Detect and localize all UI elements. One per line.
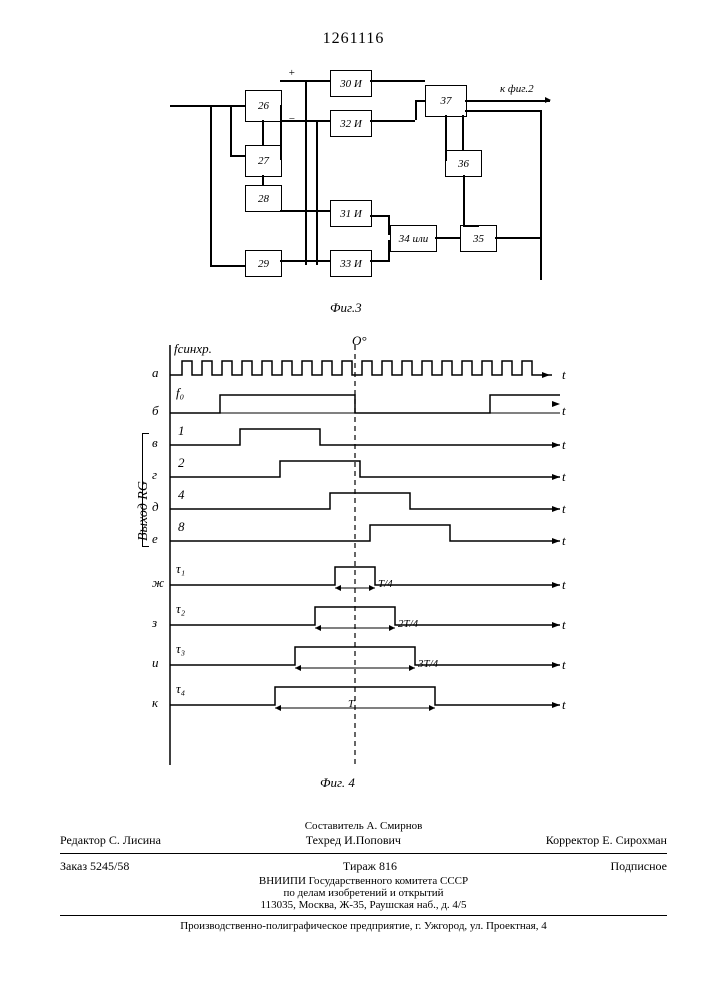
sig-t4: τ₄ bbox=[176, 681, 185, 697]
t-label-0: t bbox=[562, 367, 566, 383]
row-key-ж: ж bbox=[152, 575, 164, 591]
tirazh: Тираж 816 bbox=[343, 859, 397, 874]
sig-1: 1 bbox=[178, 423, 185, 439]
block-30И: 30 И bbox=[330, 70, 372, 97]
t-label-8: t bbox=[562, 657, 566, 673]
block-36: 36 bbox=[445, 150, 482, 177]
block-29: 29 bbox=[245, 250, 282, 277]
sync-label: fсинхр. bbox=[174, 341, 212, 357]
sig-t2: τ₂ bbox=[176, 601, 185, 617]
sig-f0: f₀ bbox=[176, 385, 184, 401]
row-key-а: а bbox=[152, 365, 159, 381]
row-key-г: г bbox=[152, 467, 157, 483]
zero-label: O° bbox=[352, 333, 367, 349]
row-key-б: б bbox=[152, 403, 159, 419]
block-33И: 33 И bbox=[330, 250, 372, 277]
block-35: 35 bbox=[460, 225, 497, 252]
page: 1261116 2627282930 И32 И31 И33 И34 или35… bbox=[0, 0, 707, 1000]
fig4-caption: Фиг. 4 bbox=[320, 775, 355, 791]
t-label-2: t bbox=[562, 437, 566, 453]
t-label-3: t bbox=[562, 469, 566, 485]
sig-t3: τ₃ bbox=[176, 641, 185, 657]
row-key-д: д bbox=[152, 499, 159, 515]
row-key-е: е bbox=[152, 531, 158, 547]
sig-8: 8 bbox=[178, 519, 185, 535]
timing-svg bbox=[130, 345, 580, 785]
annot-t4a: T/4 bbox=[378, 578, 393, 590]
row-key-к: к bbox=[152, 695, 158, 711]
footer-block: Составитель А. Смирнов Редактор С. Лисин… bbox=[60, 820, 667, 932]
patent-number: 1261116 bbox=[0, 30, 707, 48]
corrector: Корректор Е. Сирохман bbox=[546, 833, 667, 848]
row-key-з: з bbox=[152, 615, 157, 631]
block-34или: 34 или bbox=[390, 225, 437, 252]
block-37: 37 bbox=[425, 85, 467, 117]
block-32И: 32 И bbox=[330, 110, 372, 137]
annot-t4c: 3T/4 bbox=[418, 658, 438, 670]
row-a bbox=[170, 361, 552, 378]
timing-diagram-fig4: fсинхр. O° абвгдежзик f₀ 1 2 4 8 τ₁ τ₂ τ… bbox=[130, 345, 580, 785]
sig-t1: τ₁ bbox=[176, 561, 185, 577]
t-label-5: t bbox=[562, 533, 566, 549]
block-31И: 31 И bbox=[330, 200, 372, 227]
sig-2: 2 bbox=[178, 455, 185, 471]
addr: 113035, Москва, Ж-35, Раушская наб., д. … bbox=[60, 899, 667, 911]
compiler: Составитель А. Смирнов bbox=[60, 820, 667, 832]
t-label-6: t bbox=[562, 577, 566, 593]
sig-4: 4 bbox=[178, 487, 185, 503]
rg-bracket-label: Выход RG bbox=[136, 481, 152, 541]
printer: Производственно-полиграфическое предприя… bbox=[60, 920, 667, 932]
block-26: 26 bbox=[245, 90, 282, 122]
org2: по делам изобретений и открытий bbox=[60, 887, 667, 899]
t-label-4: t bbox=[562, 501, 566, 517]
annot-T: T bbox=[348, 698, 354, 710]
techred: Техред И.Попович bbox=[306, 833, 401, 848]
org1: ВНИИПИ Государственного комитета СССР bbox=[60, 875, 667, 887]
fig3-output-label: к фиг.2 bbox=[500, 83, 534, 95]
t-label-7: t bbox=[562, 617, 566, 633]
row-key-и: и bbox=[152, 655, 159, 671]
block-diagram-fig3: 26 27 28 29 30 И 32 И 31 И 33 И 34 или 35 36 37 bbox=[170, 65, 550, 305]
fig3-caption: Фиг.3 bbox=[330, 300, 362, 316]
t-label-1: t bbox=[562, 403, 566, 419]
block-28: 28 bbox=[245, 185, 282, 212]
subscribe: Подписное bbox=[611, 859, 668, 874]
order: Заказ 5245/58 bbox=[60, 859, 129, 874]
annot-t4b: 2T/4 bbox=[398, 618, 418, 630]
block-27: 27 bbox=[245, 145, 282, 177]
editor: Редактор С. Лисина bbox=[60, 833, 161, 848]
row-key-в: в bbox=[152, 435, 158, 451]
t-label-9: t bbox=[562, 697, 566, 713]
